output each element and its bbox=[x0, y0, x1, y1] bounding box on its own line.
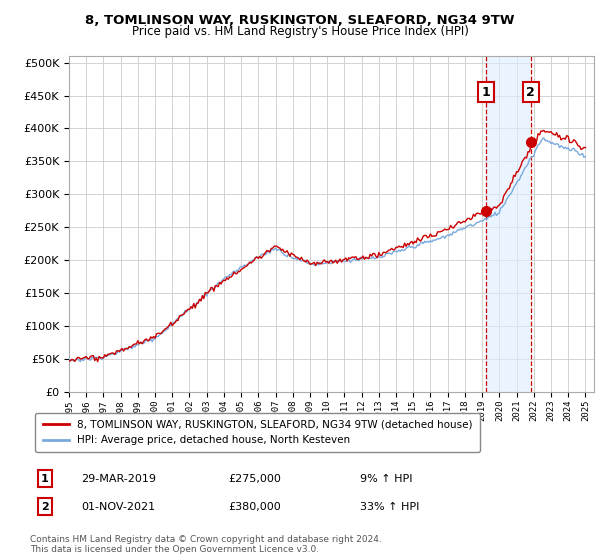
Text: 8, TOMLINSON WAY, RUSKINGTON, SLEAFORD, NG34 9TW: 8, TOMLINSON WAY, RUSKINGTON, SLEAFORD, … bbox=[85, 14, 515, 27]
Text: Contains HM Land Registry data © Crown copyright and database right 2024.
This d: Contains HM Land Registry data © Crown c… bbox=[30, 535, 382, 554]
Text: 1: 1 bbox=[41, 474, 49, 484]
Text: 9% ↑ HPI: 9% ↑ HPI bbox=[360, 474, 413, 484]
Text: Price paid vs. HM Land Registry's House Price Index (HPI): Price paid vs. HM Land Registry's House … bbox=[131, 25, 469, 38]
Text: 33% ↑ HPI: 33% ↑ HPI bbox=[360, 502, 419, 512]
Text: 2: 2 bbox=[526, 86, 535, 99]
Text: 2: 2 bbox=[41, 502, 49, 512]
Text: £380,000: £380,000 bbox=[228, 502, 281, 512]
Text: 01-NOV-2021: 01-NOV-2021 bbox=[81, 502, 155, 512]
Text: £275,000: £275,000 bbox=[228, 474, 281, 484]
Text: 29-MAR-2019: 29-MAR-2019 bbox=[81, 474, 156, 484]
Text: 1: 1 bbox=[482, 86, 490, 99]
Legend: 8, TOMLINSON WAY, RUSKINGTON, SLEAFORD, NG34 9TW (detached house), HPI: Average : 8, TOMLINSON WAY, RUSKINGTON, SLEAFORD, … bbox=[35, 413, 479, 452]
